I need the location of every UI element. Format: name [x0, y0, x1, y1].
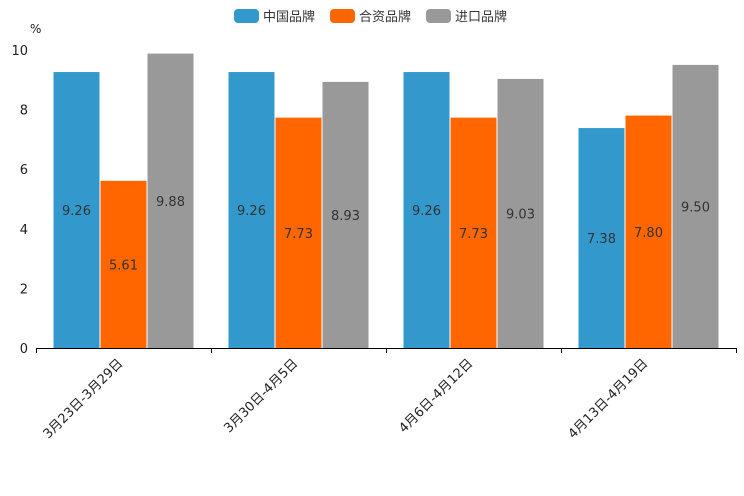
bar-0-1[interactable] [100, 180, 147, 348]
x-category-label-3: 4月13日-4月19日 [566, 356, 652, 442]
bar-value-label-2-0: 9.26 [412, 204, 441, 219]
bar-value-label-0-2: 9.88 [156, 195, 185, 210]
y-axis: 0 2 4 6 8 10 [11, 44, 28, 357]
bar-2-2[interactable] [497, 78, 544, 348]
bar-0-0[interactable] [53, 72, 100, 348]
bar-value-label-0-1: 5.61 [109, 258, 138, 273]
bar-value-label-1-2: 8.93 [331, 209, 360, 224]
bar-value-label-1-1: 7.73 [284, 227, 313, 242]
bar-0-2[interactable] [147, 53, 194, 349]
bar-1-0[interactable] [228, 72, 275, 348]
bar-3-0[interactable] [578, 128, 625, 348]
y-tick-label-3: 6 [20, 163, 28, 178]
bar-value-label-2-1: 7.73 [459, 227, 488, 242]
bar-1-1[interactable] [275, 117, 322, 348]
y-tick-label-4: 8 [20, 104, 28, 119]
y-tick-label-5: 10 [11, 44, 28, 59]
bar-value-label-3-2: 9.50 [681, 200, 710, 215]
x-category-label-2: 4月6日-4月12日 [396, 356, 476, 436]
y-tick-label-1: 2 [20, 282, 28, 297]
bar-3-2[interactable] [672, 64, 719, 349]
bar-3-1[interactable] [625, 115, 672, 348]
legend-swatch-0[interactable] [234, 9, 259, 23]
legend-label-1[interactable]: 合资品牌 [359, 9, 411, 25]
bar-2-1[interactable] [450, 117, 497, 348]
bar-value-label-2-2: 9.03 [506, 207, 535, 222]
legend-label-0[interactable]: 中国品牌 [263, 9, 315, 25]
y-tick-label-0: 0 [20, 342, 28, 357]
x-category-label-1: 3月30日-4月5日 [221, 356, 301, 436]
bar-value-label-1-0: 9.26 [237, 204, 266, 219]
y-tick-label-2: 4 [20, 223, 28, 238]
bar-value-label-3-1: 7.80 [634, 226, 663, 241]
legend-swatch-1[interactable] [330, 9, 355, 23]
legend: 中国品牌 合资品牌 进口品牌 [234, 9, 507, 25]
legend-label-2[interactable]: 进口品牌 [455, 9, 507, 25]
bar-2-0[interactable] [403, 72, 450, 348]
y-axis-unit: % [30, 22, 41, 36]
legend-swatch-2[interactable] [426, 9, 451, 23]
x-category-label-0: 3月23日-3月29日 [41, 356, 127, 442]
bar-1-2[interactable] [322, 81, 369, 349]
bars: 9.26 5.61 9.88 9.26 7.73 8.93 9.26 7.73 9.03 7.38… [53, 53, 719, 349]
bar-value-label-3-0: 7.38 [587, 232, 616, 247]
bar-value-label-0-0: 9.26 [62, 204, 91, 219]
x-axis: 3月23日-3月29日 3月30日-4月5日 4月6日-4月12日 4月13日-4月1… [36, 348, 737, 442]
